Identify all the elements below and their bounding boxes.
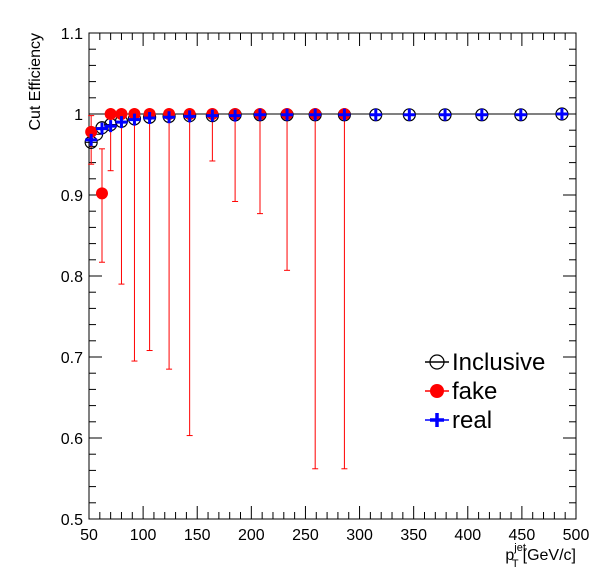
y-tick-label: 0.8 xyxy=(61,269,83,286)
real-point xyxy=(206,109,219,122)
real-point xyxy=(85,133,98,146)
x-tick-label: 300 xyxy=(346,527,373,544)
x-tick-label: 50 xyxy=(80,527,98,544)
axis-ticks xyxy=(88,32,577,520)
real-point xyxy=(104,120,117,133)
x-tick-label: 500 xyxy=(563,527,590,544)
legend-label: fake xyxy=(452,378,497,405)
x-axis-title-sub: T xyxy=(512,558,519,570)
real-point xyxy=(475,108,488,121)
y-tick-labels: 0.5 0.6 0.7 0.8 0.9 1 1.1 xyxy=(61,26,83,529)
x-axis-title: pjet T [GeV/c] xyxy=(505,542,576,570)
real-point xyxy=(115,116,128,129)
real-point xyxy=(369,108,382,121)
real-point xyxy=(229,109,242,122)
error-bars xyxy=(88,114,348,470)
x-tick-label: 350 xyxy=(400,527,427,544)
x-axis-title-unit: [GeV/c] xyxy=(523,547,576,564)
y-tick-label: 0.5 xyxy=(61,512,83,529)
y-tick-label: 0.6 xyxy=(61,431,83,448)
data-markers xyxy=(84,107,569,200)
real-point xyxy=(555,108,568,120)
fake-point xyxy=(430,384,444,398)
plot-frame xyxy=(88,32,577,520)
real-point xyxy=(514,108,527,121)
x-axis-title-sup: jet xyxy=(513,542,526,554)
fake-point xyxy=(95,187,108,200)
y-tick-label: 0.9 xyxy=(61,188,83,205)
y-tick-label: 1 xyxy=(74,107,83,124)
real-point xyxy=(439,108,452,121)
x-tick-label: 400 xyxy=(454,527,481,544)
x-tick-label: 100 xyxy=(130,527,157,544)
y-tick-label: 1.1 xyxy=(61,26,83,43)
real-point xyxy=(338,108,351,121)
legend-label: Inclusive xyxy=(452,349,545,376)
x-tick-label: 200 xyxy=(238,527,265,544)
real-point xyxy=(309,108,322,121)
x-axis-title-main: p xyxy=(505,547,514,564)
real-point xyxy=(183,110,196,123)
real-point xyxy=(143,112,156,125)
fake-point xyxy=(104,108,117,120)
fake-point xyxy=(115,108,128,120)
y-axis-title: Cut Efficiency xyxy=(27,33,44,131)
real-point xyxy=(281,108,294,121)
fake-point xyxy=(85,125,98,138)
real-point xyxy=(128,113,141,126)
y-tick-label: 0.7 xyxy=(61,350,83,367)
x-tick-label: 250 xyxy=(292,527,319,544)
x-tick-label: 450 xyxy=(509,527,536,544)
real-point xyxy=(430,413,444,427)
x-tick-label: 150 xyxy=(184,527,211,544)
real-point xyxy=(253,108,266,121)
real-point xyxy=(95,122,108,135)
real-point xyxy=(163,111,176,124)
legend-label: real xyxy=(452,407,492,434)
x-tick-labels: 50 100 150 200 250 300 350 400 450 500 xyxy=(80,527,589,544)
real-point xyxy=(403,108,416,121)
